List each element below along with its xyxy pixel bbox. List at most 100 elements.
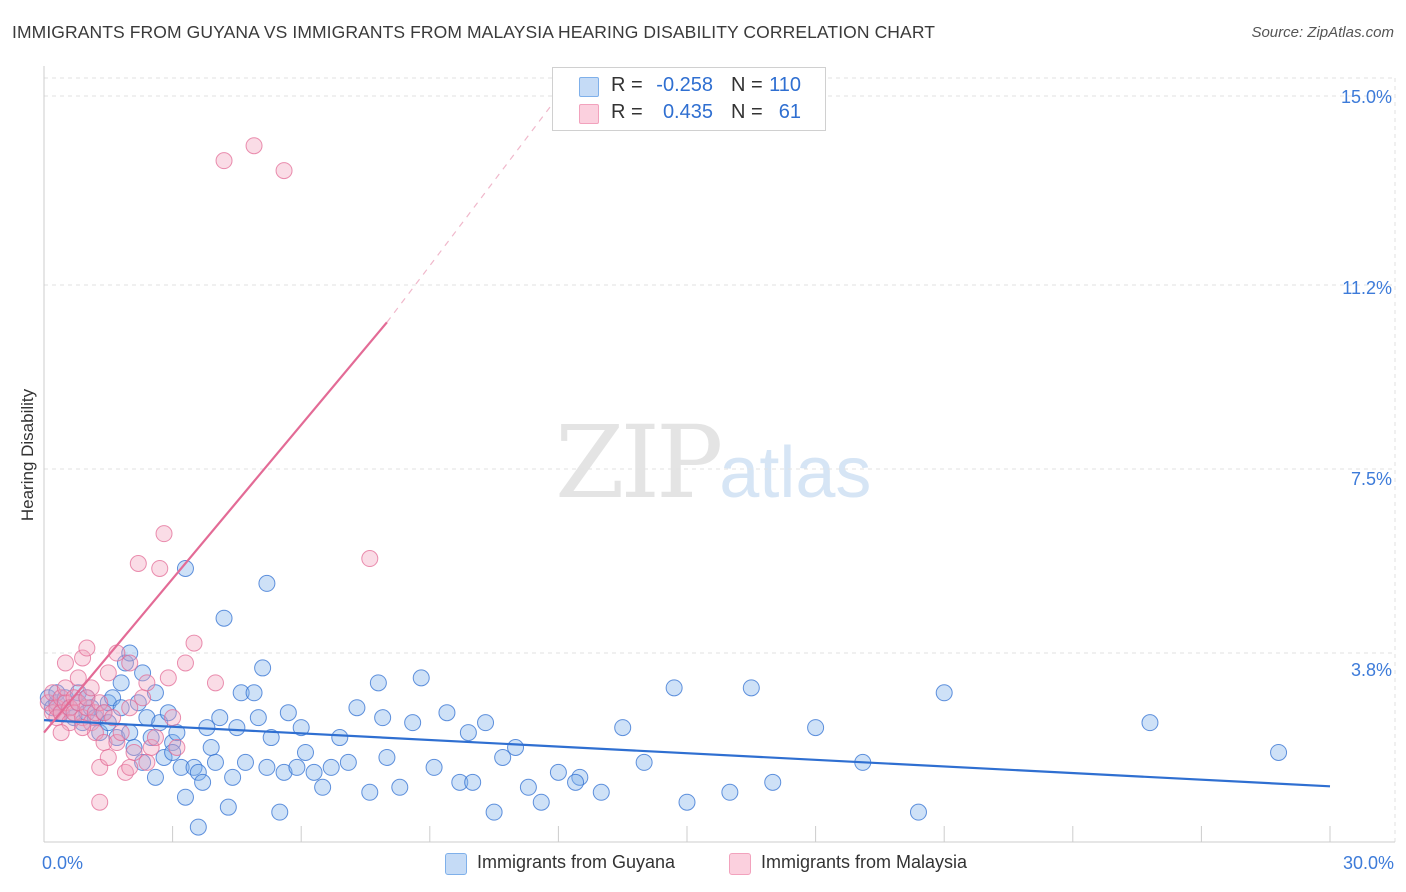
malaysia-point-35: [121, 654, 139, 672]
malaysia-point-0: [39, 694, 57, 712]
malaysia-point-38: [134, 689, 152, 707]
malaysia-point-45: [164, 709, 182, 727]
guyana-point-59: [254, 659, 272, 677]
malaysia-point-26: [95, 704, 113, 722]
x-tick-label-30: 30.0%: [1342, 853, 1394, 873]
malaysia-point-43: [155, 525, 173, 543]
watermark-atlas: atlas: [719, 433, 872, 513]
guyana-point-64: [279, 704, 297, 722]
malaysia-point-28: [99, 748, 117, 766]
guyana-point-42: [176, 559, 194, 577]
malaysia-point-27: [99, 664, 117, 682]
guyana-point-28: [134, 753, 152, 771]
n-value: 61: [778, 101, 801, 123]
guyana-point-99: [807, 719, 825, 737]
guyana-point-21: [112, 674, 130, 692]
guyana-point-26: [125, 739, 143, 757]
guyana-point-40: [172, 758, 190, 776]
malaysia-point-21: [86, 704, 104, 722]
malaysia-point-47: [176, 654, 194, 672]
legend-row-guyana: R = -0.258 N = 110: [553, 72, 825, 100]
y-axis-label: Hearing Disability: [18, 388, 37, 522]
guyana-point-87: [494, 748, 512, 766]
malaysia-point-8: [56, 679, 74, 697]
blue-swatch: [445, 853, 467, 875]
malaysia-point-57: [138, 753, 156, 771]
guyana-point-91: [549, 763, 567, 781]
guyana-point-88: [507, 739, 525, 757]
malaysia-point-58: [121, 758, 139, 776]
malaysia-point-50: [215, 152, 233, 170]
guyana-point-107: [567, 773, 585, 791]
guyana-point-51: [215, 609, 233, 627]
guyana-point-69: [314, 778, 332, 796]
malaysia-point-46: [168, 739, 186, 757]
guyana-point-56: [236, 753, 254, 771]
malaysia-point-34: [121, 699, 139, 717]
guyana-point-67: [296, 743, 314, 761]
guyana-point-86: [485, 803, 503, 821]
pink-swatch: [729, 853, 751, 875]
guyana-point-29: [134, 664, 152, 682]
r-label: R =: [611, 101, 643, 123]
malaysia-point-22: [86, 724, 104, 742]
guyana-point-72: [339, 753, 357, 771]
guyana-point-45: [189, 818, 207, 836]
malaysia-point-18: [78, 689, 96, 707]
malaysia-point-23: [91, 694, 109, 712]
guyana-point-85: [477, 714, 495, 732]
malaysia-point-49: [206, 674, 224, 692]
guyana-point-35: [155, 748, 173, 766]
guyana-point-71: [331, 729, 349, 747]
chart-title: IMMIGRANTS FROM GUYANA VS IMMIGRANTS FRO…: [12, 22, 936, 42]
guyana-point-44: [189, 763, 207, 781]
guyana-point-54: [228, 719, 246, 737]
legend-row-malaysia: R = 0.435 N = 61: [553, 99, 825, 127]
guyana-point-32: [146, 768, 164, 786]
guyana-point-95: [635, 753, 653, 771]
malaysia-trend-line: [43, 321, 388, 734]
guyana-point-46: [194, 773, 212, 791]
guyana-point-96: [678, 793, 696, 811]
guyana-point-101: [258, 574, 276, 592]
guyana-point-98: [764, 773, 782, 791]
malaysia-point-41: [146, 729, 164, 747]
guyana-point-74: [361, 783, 379, 801]
guyana-point-102: [665, 679, 683, 697]
guyana-point-49: [206, 753, 224, 771]
guyana-point-24: [121, 644, 139, 662]
guyana-point-93: [592, 783, 610, 801]
r-label: R =: [611, 74, 643, 96]
guyana-point-63: [275, 763, 293, 781]
malaysia-point-48: [185, 634, 203, 652]
guyana-point-41: [176, 788, 194, 806]
guyana-point-31: [142, 729, 160, 747]
guyana-point-48: [202, 739, 220, 757]
guyana-point-105: [1141, 714, 1159, 732]
guyana-point-78: [391, 778, 409, 796]
guyana-point-58: [249, 709, 267, 727]
guyana-point-84: [464, 773, 482, 791]
guyana-point-82: [438, 704, 456, 722]
guyana-point-73: [348, 699, 366, 717]
malaysia-trend-extension: [386, 95, 559, 323]
x-tick-label-0: 0.0%: [42, 853, 84, 873]
watermark: ZIPatlas: [555, 404, 871, 521]
guyana-point-50: [211, 709, 229, 727]
guyana-point-55: [232, 684, 250, 702]
malaysia-point-54: [56, 654, 74, 672]
n-value: 110: [769, 74, 801, 96]
guyana-point-57: [245, 684, 263, 702]
malaysia-point-60: [52, 724, 70, 742]
malaysia-point-59: [74, 719, 92, 737]
malaysia-point-42: [151, 559, 169, 577]
guyana-point-65: [288, 758, 306, 776]
correlation-legend: R = -0.258 N = 110 R = 0.435 N = 61: [552, 67, 826, 131]
guyana-point-108: [909, 803, 927, 821]
n-label: N =: [731, 74, 763, 96]
guyana-point-90: [532, 793, 550, 811]
malaysia-point-20: [82, 679, 100, 697]
r-value: 0.435: [662, 101, 713, 123]
n-label: N =: [731, 101, 763, 123]
